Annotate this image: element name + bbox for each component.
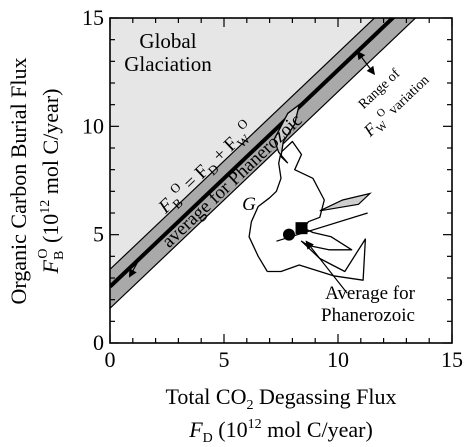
x-axis-label-line2: FD (1012 mol C/year): [188, 417, 373, 446]
y-axis-label-line2: FBO (1012 mol C/year): [36, 89, 67, 275]
x-tick-labels: 0 5 10 15: [105, 347, 464, 372]
y-tick-label: 10: [82, 113, 104, 138]
global-glaciation-label-line2: Glaciation: [124, 52, 212, 76]
average-label-line1: Average for: [325, 283, 416, 304]
trajectory-right-spur: [319, 192, 372, 212]
y-tick-labels: 0 5 10 15: [82, 5, 104, 355]
x-tick-label: 10: [327, 347, 349, 372]
band-lower-edge: [110, 18, 417, 309]
range-double-arrow: [356, 50, 375, 76]
average-diagonal-pointer: [128, 258, 141, 278]
global-glaciation-label-line1: Global: [139, 29, 196, 53]
band-upper-edge: [110, 18, 376, 270]
y-tick-label: 0: [93, 330, 104, 355]
x-tick-label: 15: [441, 347, 463, 372]
x-tick-label: 5: [219, 347, 230, 372]
phanerozoic-average-diagonal: [110, 18, 396, 289]
average-square-point: [295, 222, 308, 235]
trajectory-g-label: G: [242, 194, 256, 215]
axis-ticks: [109, 17, 453, 344]
average-circle-point: [282, 228, 295, 241]
trajectory-upper-loop: [273, 103, 301, 164]
plot-frame: [109, 17, 453, 344]
y-tick-label: 5: [93, 222, 104, 247]
x-axis-label-line1: Total CO2 Degassing Flux: [166, 384, 397, 413]
average-point-pointer: [305, 240, 348, 294]
average-label-line2: Phanerozoic: [321, 305, 415, 326]
x-tick-label: 0: [105, 347, 116, 372]
y-tick-label: 15: [82, 5, 104, 30]
y-axis-label-line1: Organic Carbon Burial Flux: [6, 57, 31, 304]
trajectory-line: [248, 140, 367, 281]
